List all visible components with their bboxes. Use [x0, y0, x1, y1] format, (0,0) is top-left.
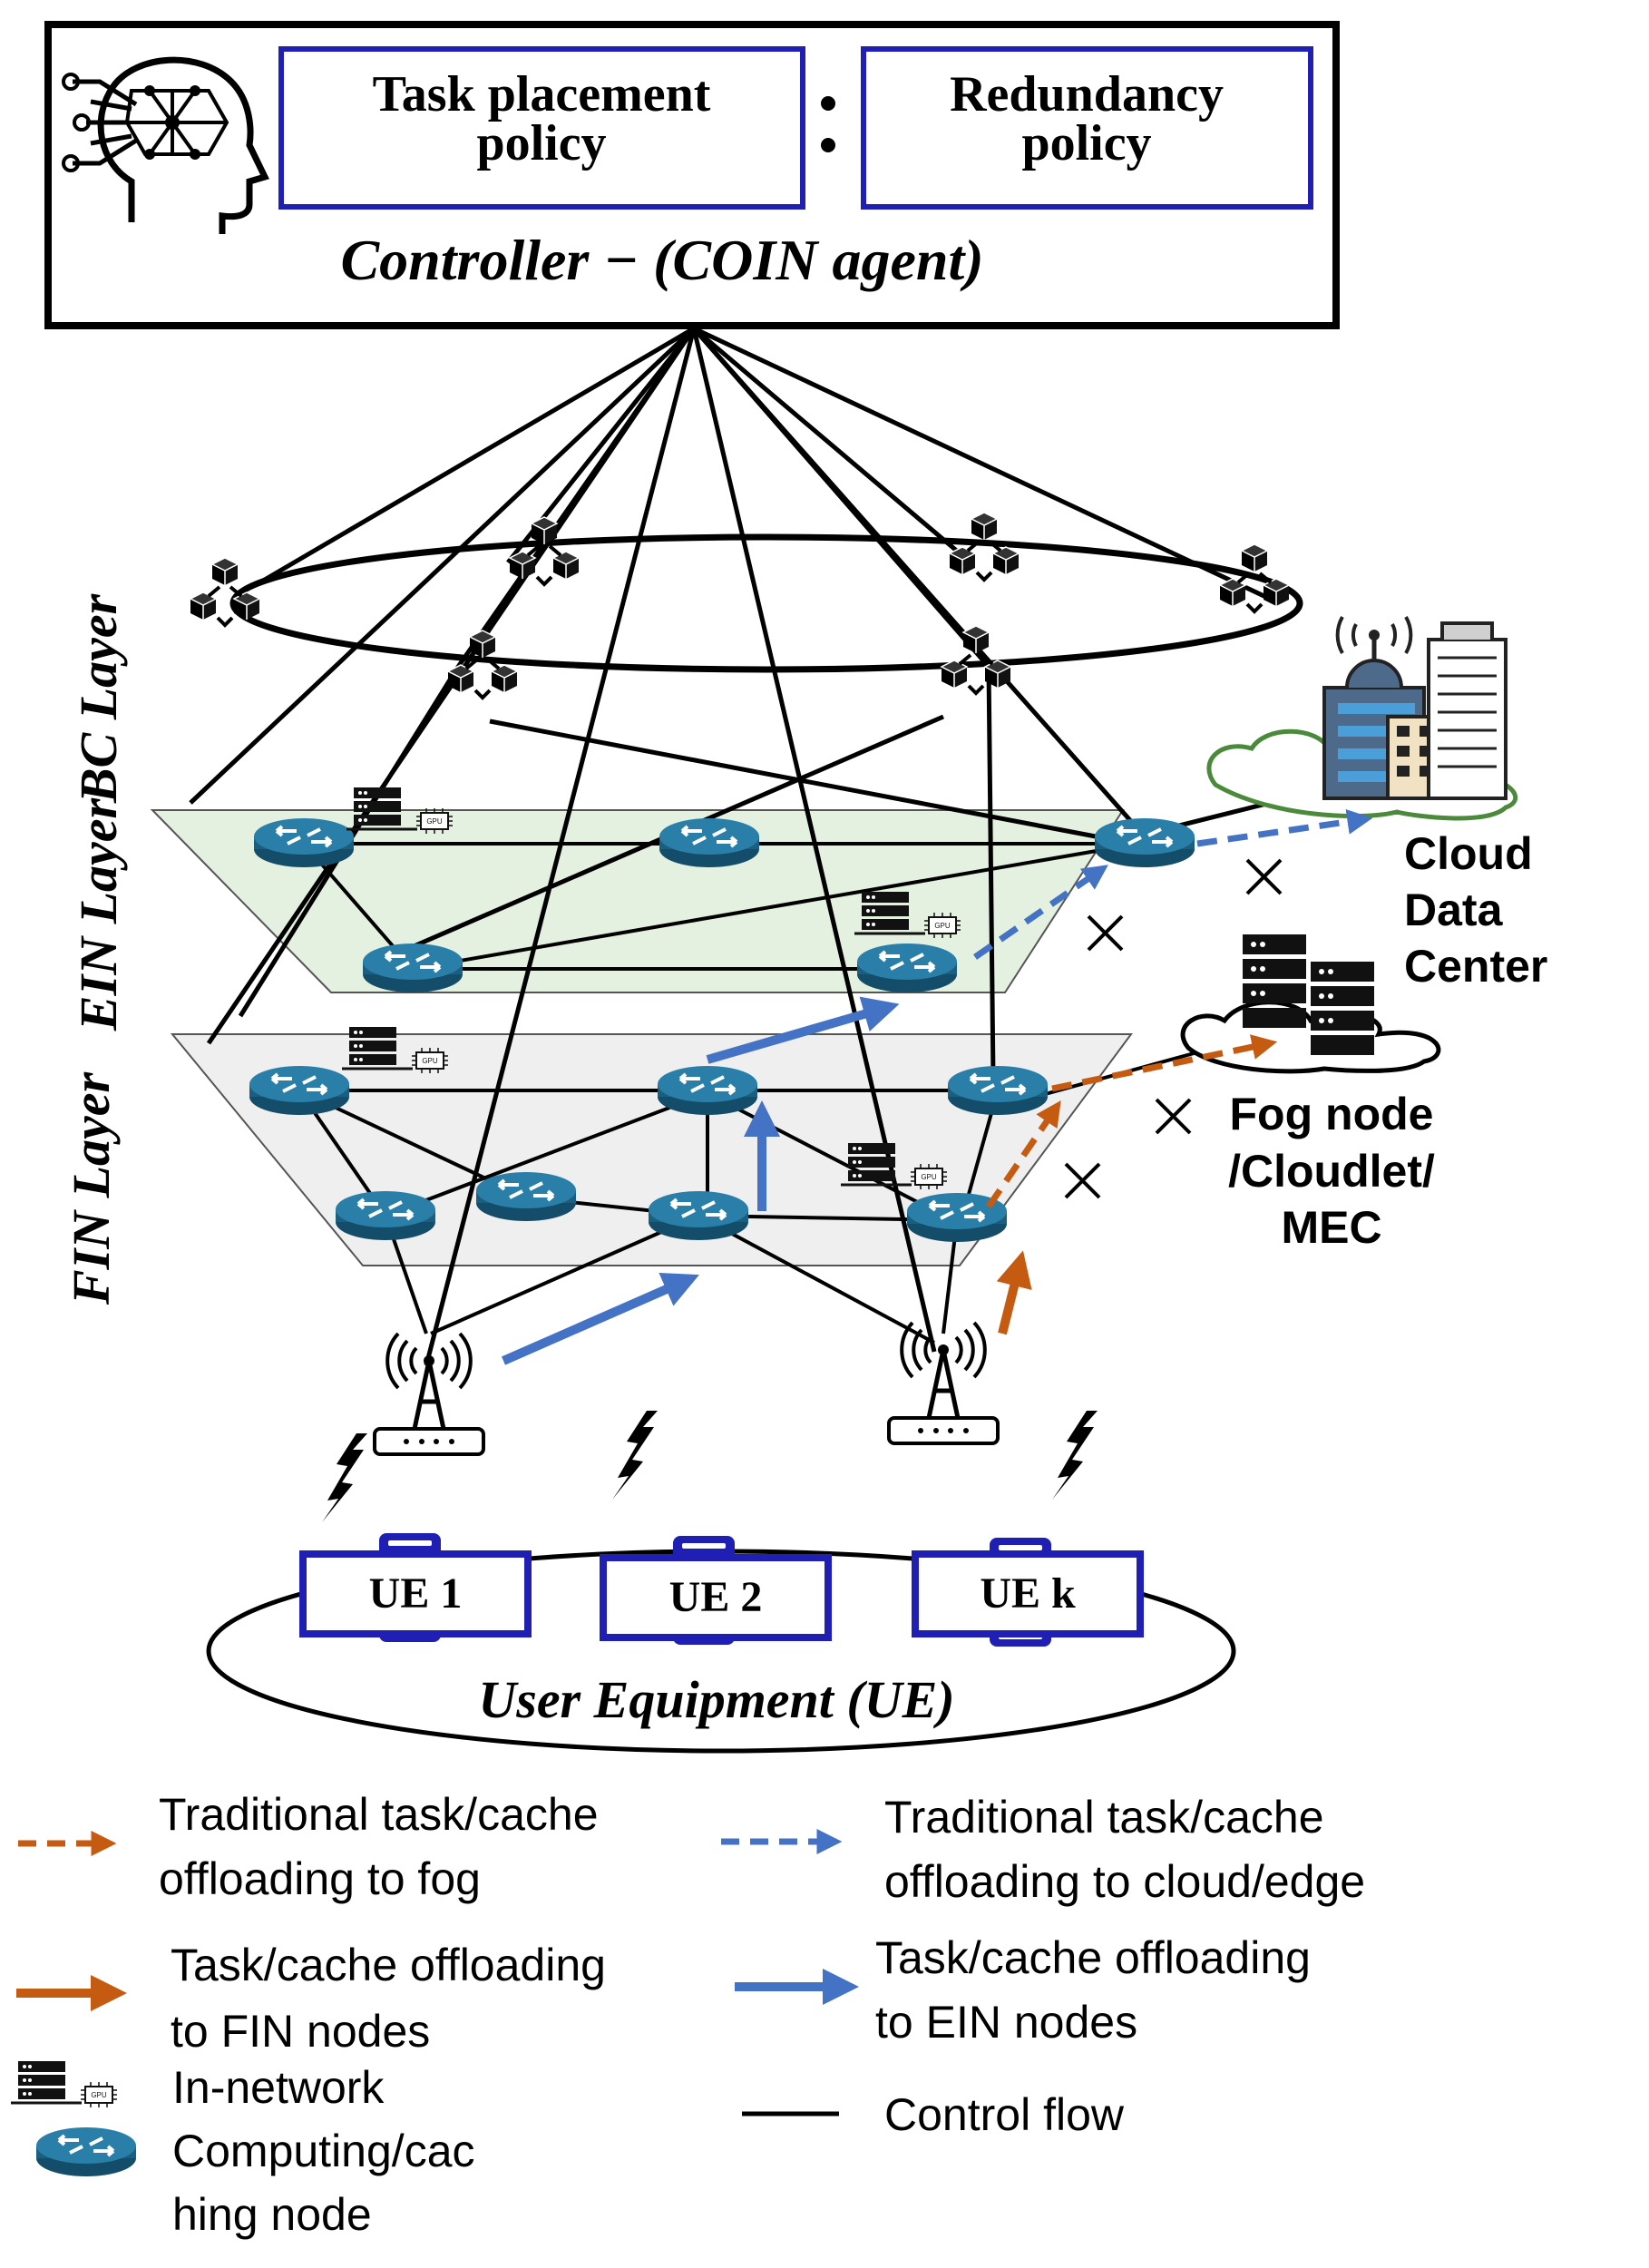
redundancy-policy-box	[861, 46, 1313, 210]
ein-offload-arrow	[501, 1272, 699, 1365]
trad-cloud-arrow	[1196, 808, 1373, 847]
uek-box	[912, 1550, 1144, 1637]
ein-router	[1093, 816, 1196, 869]
legend-in-network-line2: Computing/cac	[172, 2126, 475, 2176]
fog-node-icon	[1180, 934, 1441, 1074]
ein-router	[658, 816, 761, 869]
wireless-link-icon	[612, 1411, 658, 1500]
colon-dot	[821, 138, 835, 152]
legend-trad-fog-line1: Traditional task/cache	[159, 1789, 599, 1840]
cloud-data-center-icon	[1206, 616, 1517, 821]
ein-layer-label: EIN Layer	[69, 798, 128, 1032]
fog-label-line3: MEC	[1281, 1202, 1381, 1253]
legend-in-network-icon	[9, 2059, 119, 2109]
bc-layer-label: BC Layer	[69, 593, 128, 804]
trad-fog-arrow	[986, 1100, 1061, 1208]
legend-fin-offload-line2: to FIN nodes	[171, 2006, 430, 2057]
fin-offload-arrow	[996, 1250, 1032, 1335]
ue2-label: UE 2	[669, 1573, 763, 1621]
fin-router	[647, 1189, 750, 1242]
fog-label-line2: /Cloudlet/	[1228, 1146, 1435, 1197]
task-placement-policy-box	[278, 46, 805, 210]
legend-trad-cloud-line2: offloading to cloud/edge	[884, 1856, 1365, 1907]
fin-router	[334, 1189, 437, 1242]
fin-router	[248, 1064, 351, 1117]
ue1-label: UE 1	[369, 1569, 463, 1618]
fin-router	[946, 1064, 1049, 1117]
fin-router	[474, 1170, 578, 1223]
task-placement-policy-line2: policy	[476, 115, 606, 171]
legend-in-network-line1: In-network	[172, 2062, 385, 2113]
ue1-box	[299, 1550, 532, 1637]
wireless-link-icon	[1052, 1411, 1098, 1500]
ein-router	[252, 816, 356, 869]
colon-dot	[821, 96, 835, 111]
redundancy-policy-line2: policy	[1021, 115, 1151, 171]
legend-trad-cloud-line1: Traditional task/cache	[884, 1792, 1324, 1843]
legend-router-icon	[34, 2126, 138, 2178]
controller-label: Controller − (COIN agent)	[340, 228, 983, 292]
legend-fin-offload-line1: Task/cache offloading	[171, 1940, 606, 1990]
trad-fog-arrow	[1051, 1034, 1278, 1092]
uek-label: UE k	[980, 1569, 1076, 1618]
fin-router	[656, 1064, 759, 1117]
legend-ein-offload-line2: to EIN nodes	[875, 1997, 1137, 2048]
legend-in-network-line3: hing node	[172, 2189, 372, 2240]
wireless-link-icon	[322, 1433, 367, 1522]
legend-ein-offload-line1: Task/cache offloading	[875, 1932, 1311, 1983]
ein-offload-arrow	[706, 996, 900, 1064]
legend-trad-fog-line2: offloading to fog	[159, 1853, 481, 1904]
cloud-label-line2: Data	[1404, 885, 1504, 935]
ue-caption: User Equipment (UE)	[478, 1670, 954, 1729]
ai-head-icon	[62, 56, 269, 234]
bc-ring	[229, 533, 1303, 673]
ein-router	[855, 942, 959, 994]
task-placement-policy-line1: Task placement	[373, 66, 711, 122]
blocked-x-marks	[1064, 858, 1283, 1199]
redundancy-policy-line1: Redundancy	[950, 66, 1224, 122]
fog-label-line1: Fog node	[1230, 1089, 1434, 1139]
base-station-icon	[889, 1323, 998, 1443]
legend: Traditional task/cache offloading to fog…	[9, 1789, 1365, 2240]
blockchain-icon	[942, 626, 1010, 693]
cloud-label-line1: Cloud	[1404, 828, 1533, 879]
cloud-label-line3: Center	[1404, 941, 1547, 992]
fin-layer-label: FIN Layer	[62, 1072, 121, 1306]
ue2-box	[600, 1554, 832, 1641]
ein-router	[361, 942, 464, 994]
blockchain-icon	[190, 558, 259, 625]
legend-control-flow-label: Control flow	[884, 2089, 1125, 2140]
trad-edge-arrow	[973, 865, 1108, 960]
